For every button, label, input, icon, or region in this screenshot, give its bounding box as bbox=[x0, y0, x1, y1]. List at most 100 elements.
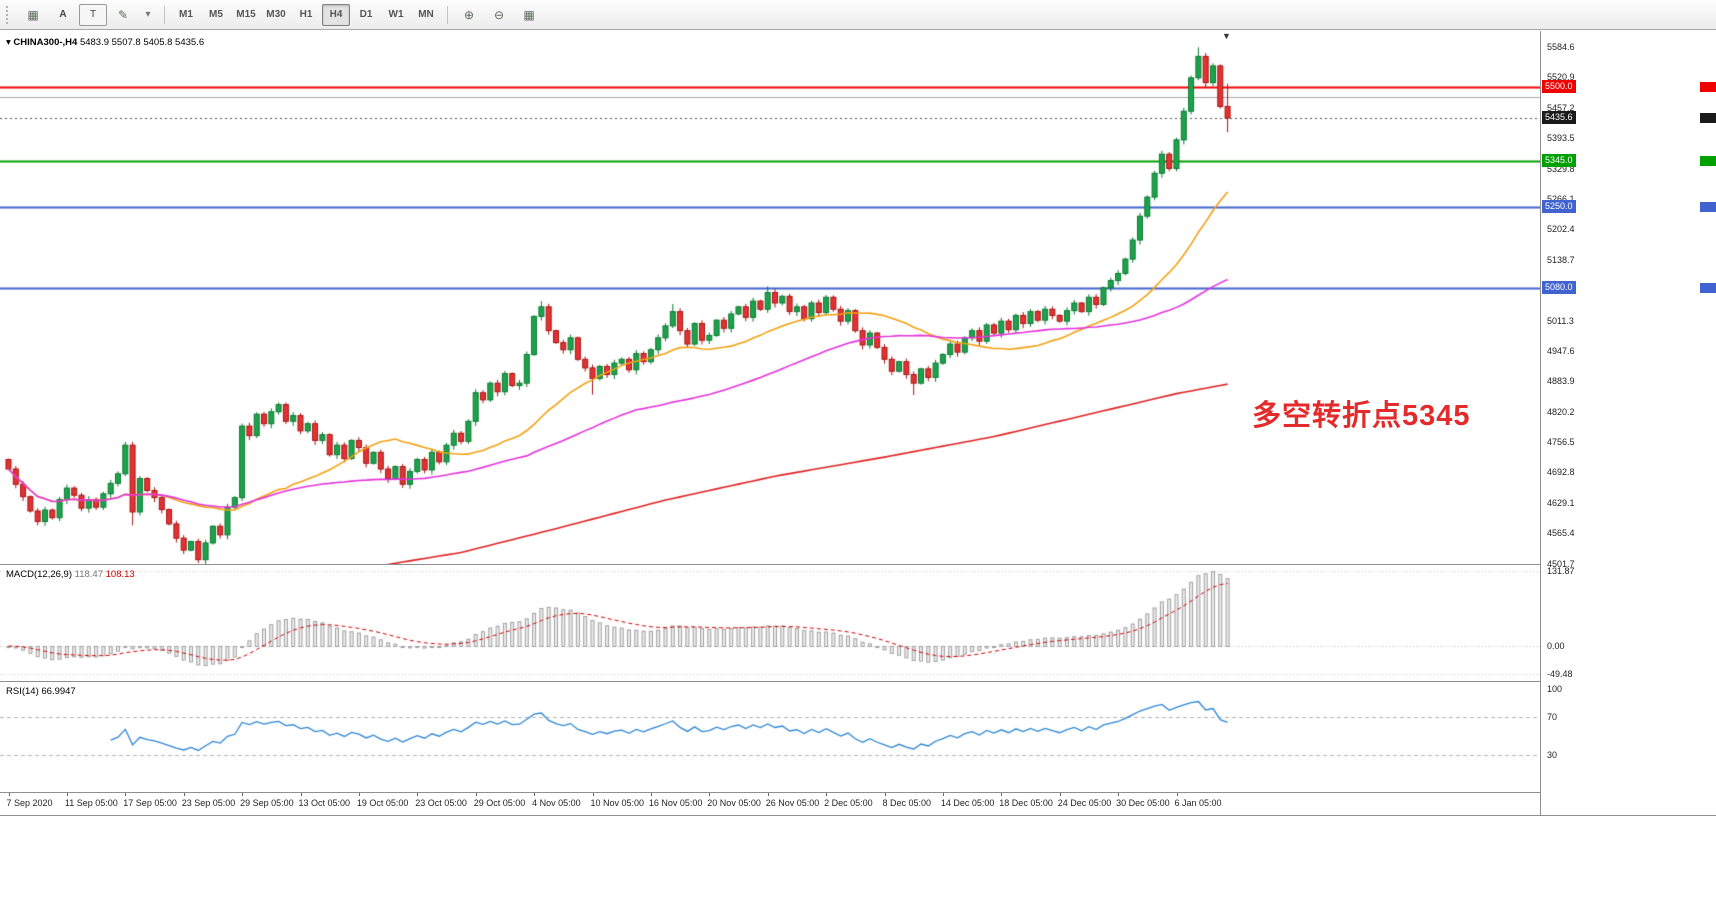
toolbar-separator bbox=[447, 5, 448, 24]
rsi-axis-label: 70 bbox=[1547, 712, 1558, 723]
zoom-in-icon[interactable]: ⊕ bbox=[463, 7, 475, 22]
timeframe-button-d1[interactable]: D1 bbox=[359, 9, 373, 20]
timeframe-button-m30[interactable]: M30 bbox=[266, 9, 286, 20]
price-tick-label: 5584.6 bbox=[1547, 42, 1575, 53]
time-axis-tick bbox=[125, 793, 127, 796]
toolbar-drag-handle[interactable] bbox=[6, 5, 12, 24]
price-tick-label: 5266.1 bbox=[1547, 194, 1575, 204]
text-tool-button[interactable]: T bbox=[79, 3, 107, 26]
edge-line-marker bbox=[1700, 82, 1716, 93]
toolbar-separator bbox=[164, 5, 165, 24]
window-bottom-border bbox=[0, 815, 1716, 816]
macd-axis-label: -49.48 bbox=[1547, 669, 1573, 680]
price-level-badge: 5250.0 bbox=[1542, 199, 1576, 213]
price-tick-label: 5457.2 bbox=[1547, 102, 1575, 113]
timeframe-button-m5[interactable]: M5 bbox=[209, 9, 223, 20]
time-axis-label: 8 Dec 05:00 bbox=[882, 798, 932, 808]
edge-line-marker bbox=[1700, 201, 1716, 212]
time-axis-tick bbox=[650, 793, 652, 796]
time-axis-label: 26 Nov 05:00 bbox=[765, 798, 820, 808]
timeframe-toolbar: M1 M5 M15 M30 H1 H4 D1 W1 MN bbox=[171, 3, 441, 26]
annotate-text-button[interactable]: A bbox=[59, 9, 67, 20]
time-axis-label: 17 Sep 05:00 bbox=[123, 798, 177, 808]
price-chart-canvas[interactable] bbox=[0, 31, 1540, 564]
time-axis-label: 23 Sep 05:00 bbox=[181, 798, 236, 808]
rsi-header: RSI(14) 66.9947 bbox=[6, 686, 76, 697]
time-axis-tick bbox=[767, 793, 769, 796]
ohlc-values: 5483.9 5507.8 5405.8 5435.6 bbox=[79, 37, 205, 48]
price-tick-label: 5393.5 bbox=[1547, 133, 1575, 144]
time-axis-tick bbox=[942, 793, 944, 796]
time-axis-label: 19 Oct 05:00 bbox=[356, 798, 409, 808]
annotation-text: 多空转折点5345 bbox=[1252, 400, 1471, 432]
time-axis-tick bbox=[242, 793, 244, 796]
price-level-badge: 5345.0 bbox=[1542, 154, 1576, 168]
rsi-canvas[interactable] bbox=[0, 682, 1540, 792]
chart-header: ▾ CHINA300-,H4 5483.9 5507.8 5405.8 5435… bbox=[6, 37, 204, 48]
edge-line-marker bbox=[1700, 282, 1716, 293]
price-level-badge: 5080.0 bbox=[1542, 280, 1576, 294]
macd-canvas[interactable] bbox=[0, 565, 1540, 681]
time-axis-label: 30 Dec 05:00 bbox=[1116, 798, 1170, 808]
price-axis-border bbox=[1540, 31, 1541, 815]
price-tick-label: 5520.9 bbox=[1547, 72, 1575, 83]
pane-separator[interactable] bbox=[0, 564, 1716, 565]
collapse-arrow-icon[interactable]: ▾ bbox=[6, 37, 11, 48]
price-level-badge: 5435.6 bbox=[1542, 111, 1576, 125]
price-tick-label: 4947.6 bbox=[1547, 345, 1575, 356]
time-axis-tick bbox=[8, 793, 10, 796]
timeframe-button-mn[interactable]: MN bbox=[418, 9, 434, 20]
time-axis-tick bbox=[475, 793, 477, 796]
price-tick-label: 5329.8 bbox=[1547, 163, 1575, 174]
time-axis-tick bbox=[358, 793, 360, 796]
price-tick-label: 5138.7 bbox=[1547, 254, 1575, 265]
macd-main-value: 118.47 bbox=[74, 569, 103, 580]
price-tick-label: 4756.5 bbox=[1547, 437, 1575, 448]
time-axis-label: 13 Oct 05:00 bbox=[298, 798, 351, 808]
rsi-value: 66.9947 bbox=[41, 686, 76, 697]
time-axis-label: 6 Jan 05:00 bbox=[1174, 798, 1222, 808]
price-tick-label: 5202.4 bbox=[1547, 224, 1575, 235]
rsi-axis-label: 30 bbox=[1547, 749, 1558, 760]
time-axis-label: 2 Dec 05:00 bbox=[824, 798, 873, 808]
time-axis-label: 10 Nov 05:00 bbox=[590, 798, 645, 808]
price-tick-label: 4629.1 bbox=[1547, 497, 1575, 508]
chart-shift-marker-icon[interactable]: ▼ bbox=[1222, 31, 1231, 41]
time-axis-label: 11 Sep 05:00 bbox=[64, 798, 118, 808]
pane-separator bbox=[0, 792, 1716, 793]
price-axis[interactable] bbox=[1541, 31, 1716, 815]
time-axis-tick bbox=[884, 793, 886, 796]
edge-line-marker bbox=[1700, 113, 1716, 124]
time-axis[interactable]: 7 Sep 2020 11 Sep 05:00 17 Sep 05:00 23 Sep… bbox=[0, 793, 1540, 815]
tile-windows-icon[interactable]: ▦ bbox=[523, 7, 535, 22]
price-tick-label: 4883.9 bbox=[1547, 376, 1575, 387]
time-axis-tick bbox=[66, 793, 68, 796]
time-axis-tick bbox=[1059, 793, 1061, 796]
macd-signal-value: 108.13 bbox=[105, 569, 135, 580]
price-level-badge: 5500.0 bbox=[1542, 80, 1576, 94]
timeframe-button-w1[interactable]: W1 bbox=[388, 9, 404, 20]
time-axis-label: 29 Oct 05:00 bbox=[473, 798, 526, 808]
time-axis-tick bbox=[183, 793, 185, 796]
price-tick-label: 4501.7 bbox=[1547, 558, 1575, 569]
timeframe-button-h1[interactable]: H1 bbox=[299, 9, 313, 20]
main-toolbar: ▦ A T ✎ ▾ M1 M5 M15 M30 H1 H4 D1 W1 MN ⊕ ⊖ ▦ bbox=[0, 0, 1716, 30]
draw-tools-icon[interactable]: ✎ bbox=[117, 7, 129, 22]
time-axis-label: 23 Oct 05:00 bbox=[415, 798, 467, 808]
price-tick-label: 4692.8 bbox=[1547, 467, 1575, 478]
timeframe-button-m15[interactable]: M15 bbox=[236, 9, 256, 20]
zoom-out-icon[interactable]: ⊖ bbox=[493, 7, 505, 22]
charts-grid-icon[interactable]: ▦ bbox=[27, 7, 39, 22]
price-tick-label: 4565.4 bbox=[1547, 528, 1575, 539]
time-axis-label: 4 Nov 05:00 bbox=[532, 798, 581, 808]
macd-header: MACD(12,26,9) 118.47 108.13 bbox=[6, 569, 135, 580]
draw-tools-dropdown-icon[interactable]: ▾ bbox=[145, 9, 151, 20]
time-axis-tick bbox=[534, 793, 536, 796]
macd-title: MACD(12,26,9) bbox=[6, 569, 72, 580]
timeframe-button-m1[interactable]: M1 bbox=[179, 9, 193, 20]
time-axis-tick bbox=[1001, 793, 1003, 796]
timeframe-button-h4[interactable]: H4 bbox=[322, 3, 350, 26]
time-axis-label: 20 Nov 05:00 bbox=[707, 798, 761, 808]
pane-separator[interactable] bbox=[0, 681, 1716, 682]
